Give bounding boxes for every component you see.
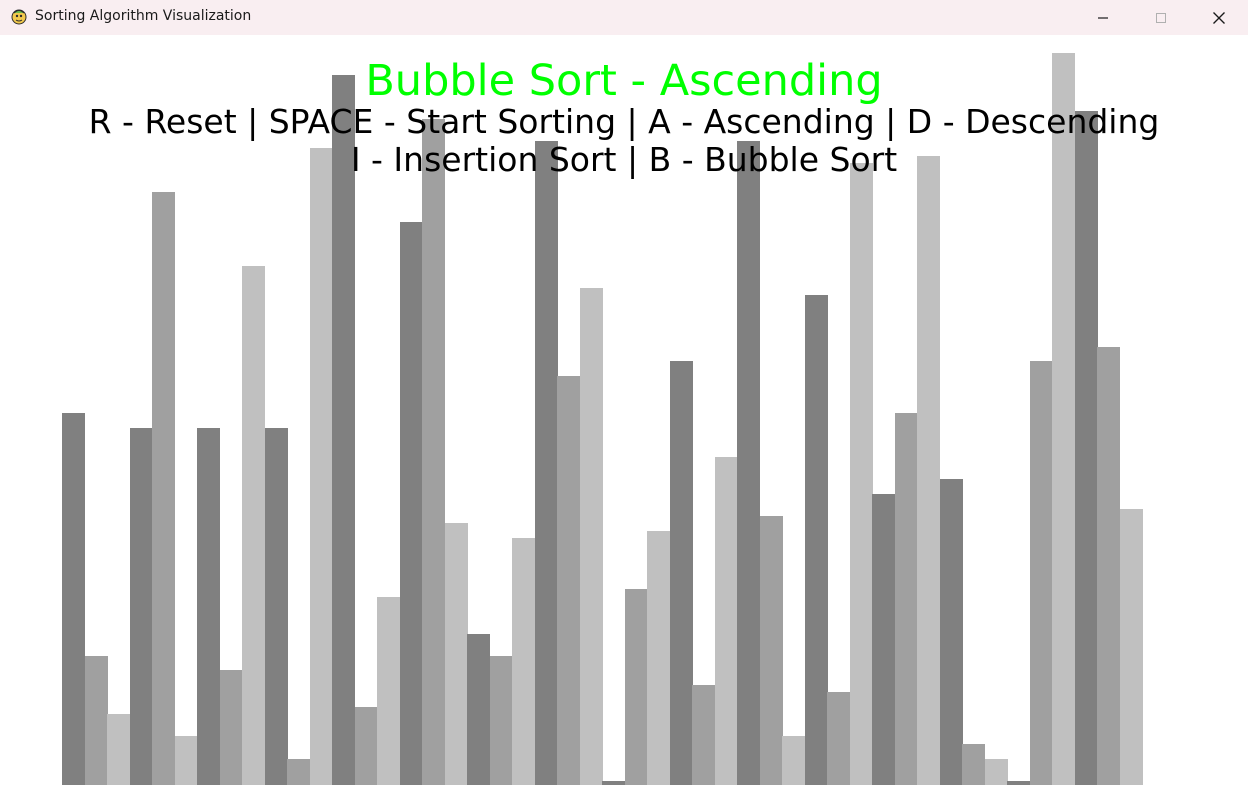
bar	[332, 74, 355, 785]
python-snake-icon	[10, 7, 28, 25]
bar	[939, 479, 963, 785]
maximize-button[interactable]	[1132, 0, 1190, 35]
bar	[467, 633, 490, 785]
bar	[804, 295, 828, 785]
bar	[1097, 346, 1120, 785]
bar	[489, 655, 513, 785]
bar	[197, 427, 220, 785]
controls-help-line-1: R - Reset | SPACE - Start Sorting | A - …	[88, 102, 1160, 141]
minimize-button[interactable]	[1074, 0, 1132, 35]
bar	[669, 361, 693, 785]
visualization-canvas: Bubble Sort - Ascending R - Reset | SPAC…	[0, 35, 1248, 785]
bar	[714, 457, 738, 785]
bar	[309, 148, 333, 785]
bar	[62, 412, 85, 785]
bar	[692, 685, 715, 785]
bar	[849, 162, 873, 785]
bar	[782, 736, 805, 785]
bar	[399, 221, 423, 785]
bar	[152, 192, 175, 785]
bar	[962, 743, 985, 785]
window-title: Sorting Algorithm Visualization	[35, 8, 252, 24]
bar	[287, 758, 310, 785]
controls-help-line-2: I - Insertion Sort | B - Bubble Sort	[350, 140, 898, 179]
bar	[174, 736, 198, 785]
bar	[444, 523, 468, 785]
bar	[647, 530, 670, 785]
bar	[1119, 508, 1143, 785]
bar-area	[0, 35, 1248, 785]
bar	[512, 537, 535, 785]
algorithm-title: Bubble Sort - Ascending	[365, 56, 883, 106]
bar	[534, 140, 558, 785]
bar	[872, 493, 895, 785]
bar	[377, 596, 400, 785]
maximize-icon	[1156, 12, 1166, 23]
bar	[759, 515, 783, 785]
bar	[264, 427, 288, 785]
bar	[624, 589, 648, 785]
bar	[1074, 111, 1098, 785]
bar	[984, 758, 1008, 785]
bar	[422, 118, 445, 785]
bar	[737, 140, 760, 785]
bar	[1052, 52, 1075, 785]
close-button[interactable]	[1190, 0, 1248, 35]
close-icon	[1213, 11, 1225, 24]
bar	[242, 265, 265, 785]
bar	[219, 670, 243, 785]
bar	[1029, 361, 1053, 785]
bar	[129, 427, 153, 785]
minimize-icon	[1098, 16, 1108, 19]
bar	[1007, 780, 1030, 785]
bar	[579, 287, 603, 785]
bar	[557, 376, 580, 785]
bar	[354, 707, 378, 785]
bar	[602, 780, 625, 785]
bar	[107, 714, 130, 785]
bar	[894, 412, 918, 785]
bar	[917, 155, 940, 785]
bar	[84, 655, 108, 785]
bar	[827, 692, 850, 785]
title-bar[interactable]: Sorting Algorithm Visualization	[0, 0, 1248, 35]
